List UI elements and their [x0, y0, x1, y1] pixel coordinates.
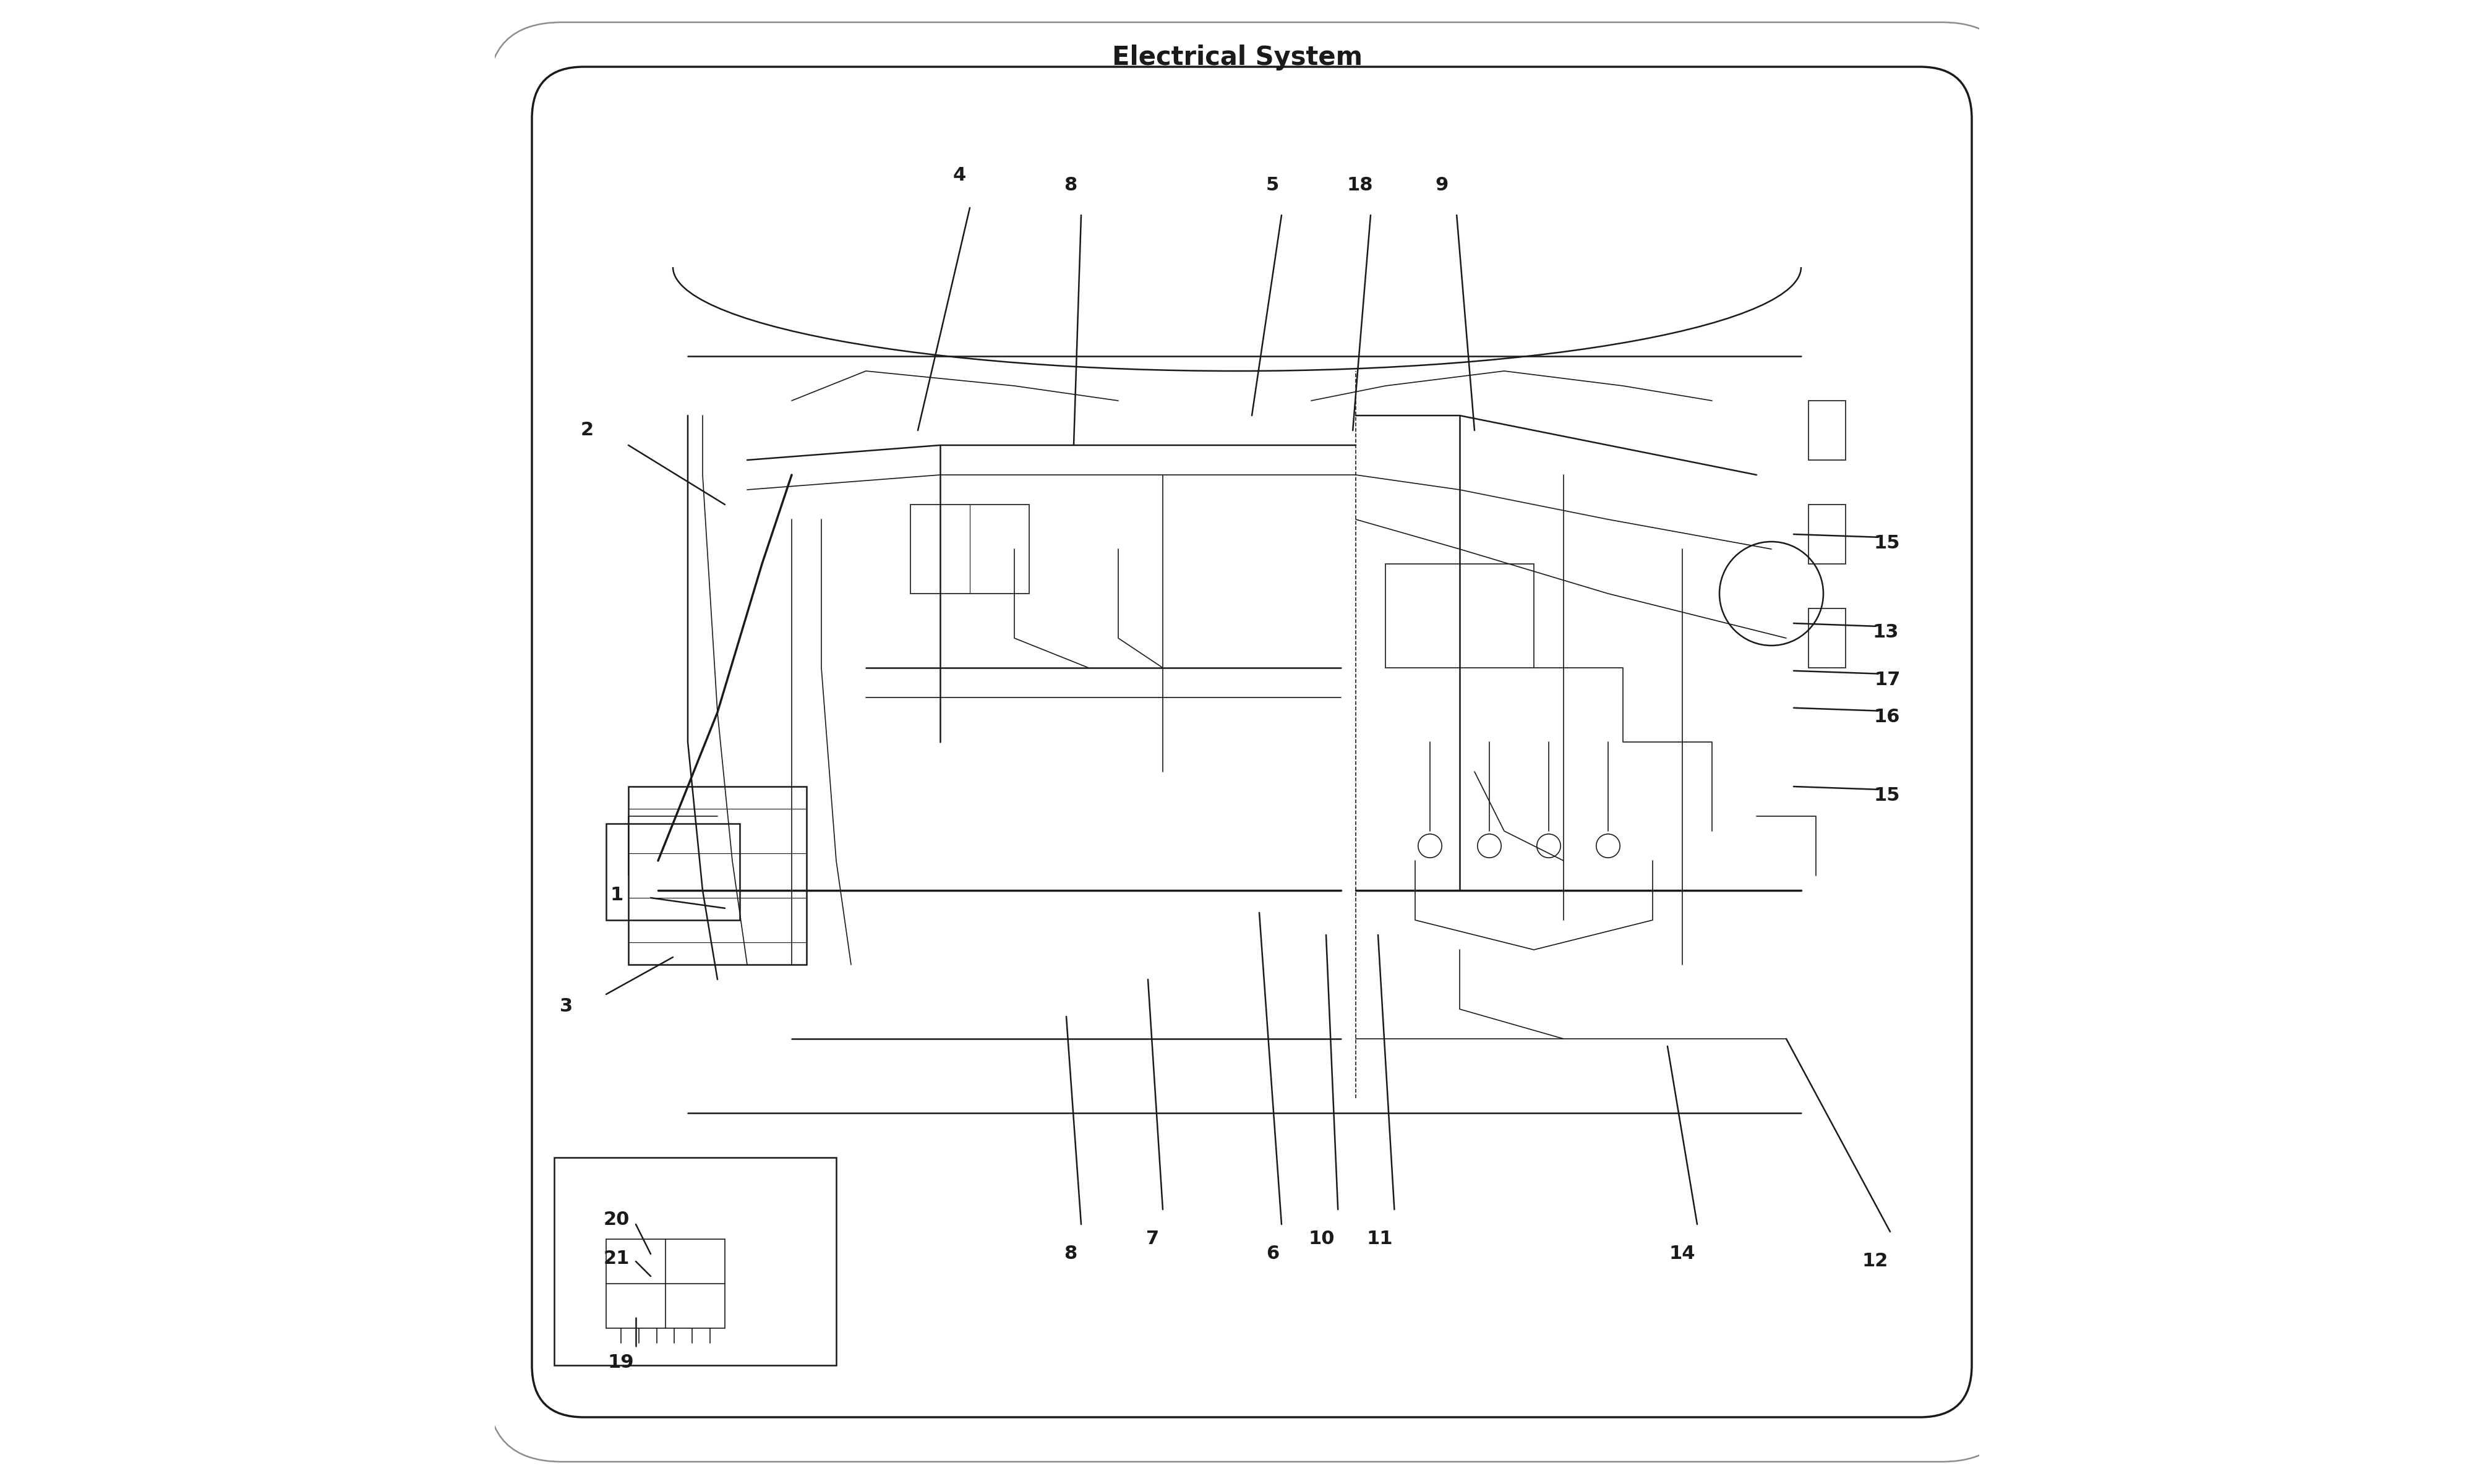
- Text: 9: 9: [1435, 177, 1447, 194]
- Bar: [1808, 401, 1846, 460]
- Bar: [554, 1158, 836, 1365]
- Text: 16: 16: [1873, 708, 1900, 726]
- Text: Electrical System: Electrical System: [1111, 45, 1363, 70]
- Text: 1: 1: [611, 886, 623, 904]
- Text: 6: 6: [1267, 1245, 1279, 1263]
- Text: 15: 15: [1873, 534, 1900, 552]
- Text: 2: 2: [581, 421, 594, 439]
- Text: 7: 7: [1145, 1230, 1158, 1248]
- Bar: [1385, 564, 1534, 668]
- Text: 4: 4: [952, 166, 965, 184]
- Text: 15: 15: [1873, 787, 1900, 804]
- Bar: [910, 505, 1029, 594]
- Bar: [606, 824, 740, 920]
- Text: 14: 14: [1670, 1245, 1695, 1263]
- Bar: [628, 787, 807, 965]
- Text: 11: 11: [1366, 1230, 1393, 1248]
- Bar: [1808, 505, 1846, 564]
- Text: 5: 5: [1267, 177, 1279, 194]
- Text: 20: 20: [604, 1211, 628, 1229]
- Text: 13: 13: [1873, 623, 1898, 641]
- Text: 8: 8: [1064, 1245, 1076, 1263]
- Bar: [606, 1239, 725, 1328]
- Text: 18: 18: [1346, 177, 1373, 194]
- Text: 17: 17: [1875, 671, 1900, 689]
- Text: 10: 10: [1309, 1230, 1336, 1248]
- Text: 8: 8: [1064, 177, 1076, 194]
- Text: 12: 12: [1863, 1252, 1888, 1270]
- Bar: [1808, 608, 1846, 668]
- Text: 3: 3: [559, 997, 571, 1015]
- Text: 19: 19: [609, 1353, 633, 1371]
- Text: 21: 21: [604, 1250, 628, 1267]
